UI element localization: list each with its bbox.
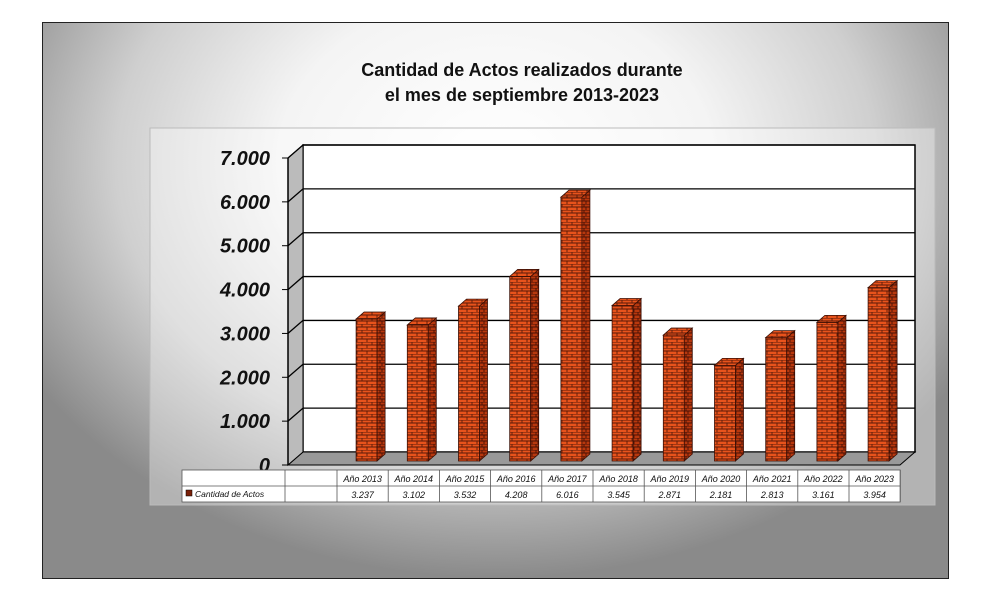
y-tick-label: 5.000 bbox=[220, 236, 270, 258]
gridline bbox=[287, 275, 915, 291]
category-label: Año 2016 bbox=[496, 474, 536, 484]
gridline bbox=[287, 363, 915, 378]
bar-front bbox=[406, 324, 429, 462]
gridline bbox=[287, 232, 915, 247]
bar-front bbox=[765, 337, 788, 462]
bar-front bbox=[560, 196, 583, 462]
category-label: Año 2020 bbox=[701, 474, 741, 484]
category-label: Año 2022 bbox=[803, 474, 843, 484]
bar-top bbox=[457, 298, 489, 307]
y-tick-label: 3.000 bbox=[220, 323, 270, 345]
value-label: 3.532 bbox=[454, 490, 477, 500]
bar-side bbox=[581, 189, 591, 462]
bar-side bbox=[837, 314, 847, 462]
bar-top bbox=[508, 269, 540, 277]
value-label: 2.871 bbox=[658, 490, 682, 500]
gridline bbox=[287, 407, 915, 422]
value-label: 3.102 bbox=[403, 490, 426, 500]
bar-front bbox=[867, 287, 890, 462]
bar-side bbox=[479, 298, 488, 462]
bar-side bbox=[683, 327, 693, 462]
bar-top bbox=[662, 327, 694, 336]
legend-label: Cantidad de Actos bbox=[195, 489, 265, 499]
legend-key bbox=[185, 489, 193, 497]
bar-top bbox=[355, 311, 387, 320]
bar-side bbox=[376, 311, 386, 462]
y-tick-label: 7.000 bbox=[220, 148, 270, 170]
category-label: Año 2019 bbox=[650, 474, 690, 484]
value-label: 2.813 bbox=[760, 490, 784, 500]
chart-title: Cantidad de Actos realizados durante bbox=[361, 60, 682, 80]
bar-side bbox=[888, 279, 898, 462]
category-label: Año 2018 bbox=[598, 474, 638, 484]
bar-top bbox=[611, 298, 643, 306]
bar-top bbox=[764, 330, 796, 339]
category-label: Año 2014 bbox=[394, 474, 434, 484]
y-tick-label: 1.000 bbox=[220, 411, 270, 433]
gridline bbox=[287, 319, 915, 334]
bar-front bbox=[458, 305, 480, 462]
y-tick-label: 2.000 bbox=[219, 367, 270, 389]
bar-top bbox=[406, 317, 438, 326]
y-tick-label: 0 bbox=[259, 455, 270, 477]
bar-side bbox=[735, 357, 744, 462]
value-label: 3.954 bbox=[863, 490, 886, 500]
side-wall bbox=[287, 143, 304, 467]
y-tick-label: 6.000 bbox=[220, 192, 270, 214]
bar-front bbox=[509, 276, 532, 462]
bar-side bbox=[427, 317, 437, 462]
category-label: Año 2023 bbox=[854, 474, 894, 484]
category-label: Año 2021 bbox=[752, 474, 792, 484]
bar-top bbox=[867, 280, 899, 288]
bar-top bbox=[713, 357, 745, 366]
category-label: Año 2015 bbox=[445, 474, 486, 484]
gridline bbox=[287, 188, 915, 203]
bar-side bbox=[530, 268, 540, 462]
category-label: Año 2013 bbox=[342, 474, 382, 484]
bar-top bbox=[815, 314, 847, 323]
value-label: 3.161 bbox=[812, 490, 835, 500]
value-label: 2.181 bbox=[709, 490, 733, 500]
category-label: Año 2017 bbox=[547, 474, 588, 484]
bar-front bbox=[714, 364, 736, 462]
value-label: 3.237 bbox=[351, 490, 375, 500]
bar-front bbox=[355, 318, 378, 462]
gridline bbox=[287, 144, 915, 159]
bar-side bbox=[786, 329, 796, 462]
bar-top bbox=[559, 189, 591, 198]
value-label: 6.016 bbox=[556, 490, 579, 500]
bar-side bbox=[632, 297, 642, 462]
y-tick-label: 4.000 bbox=[219, 280, 270, 302]
chart-subtitle: el mes de septiembre 2013-2023 bbox=[385, 85, 659, 105]
bar-front bbox=[611, 305, 634, 462]
value-label: 4.208 bbox=[505, 490, 528, 500]
bar-front bbox=[816, 321, 839, 462]
bar-front bbox=[662, 334, 685, 462]
value-label: 3.545 bbox=[607, 490, 631, 500]
